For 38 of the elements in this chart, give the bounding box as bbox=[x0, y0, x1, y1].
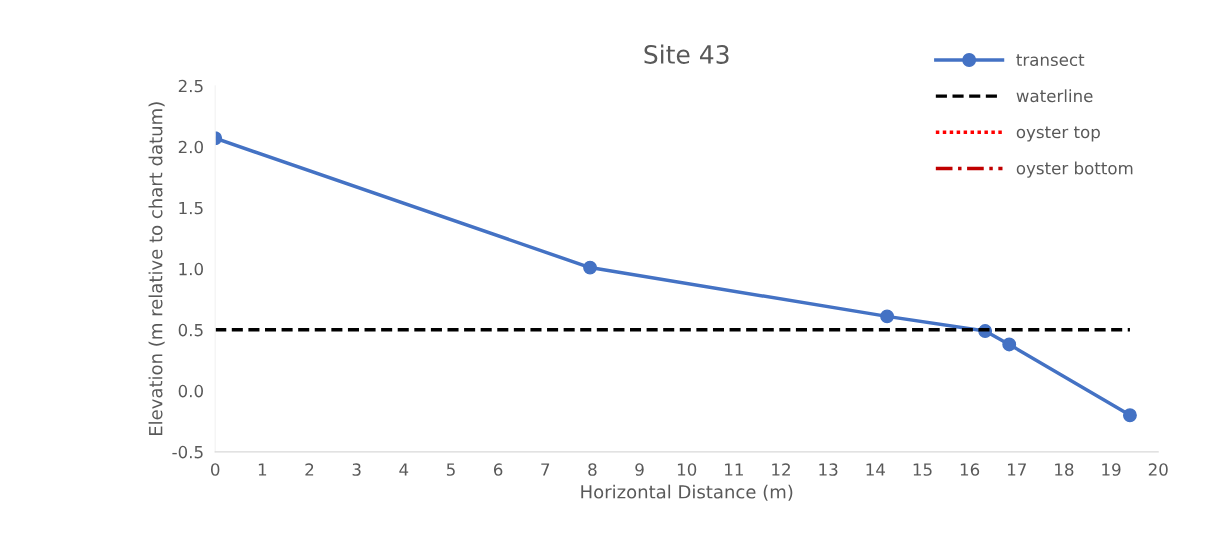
x-tick-label: 2 bbox=[305, 463, 314, 476]
x-tick-label: 3 bbox=[352, 463, 361, 476]
legend-label: waterline bbox=[1016, 89, 1093, 103]
x-tick-label: 6 bbox=[493, 463, 503, 476]
x-tick-label: 18 bbox=[1055, 463, 1074, 476]
x-tick-label: 13 bbox=[819, 463, 838, 476]
x-tick-label: 12 bbox=[772, 463, 790, 476]
y-tick-label: 0.5 bbox=[178, 323, 203, 337]
y-tick-label: 1.0 bbox=[179, 262, 203, 276]
y-tick-label: -0.5 bbox=[172, 445, 203, 459]
x-tick-label: 1 bbox=[258, 463, 267, 476]
x-axis-title: Horizontal Distance (m) bbox=[581, 484, 793, 501]
x-tick-label: 17 bbox=[1008, 463, 1026, 476]
x-tick-label: 16 bbox=[960, 463, 980, 476]
x-tick-label: 19 bbox=[1102, 463, 1121, 476]
y-axis-title: Elevation (m relative to chart datum) bbox=[148, 102, 165, 436]
y-tick-label: 2.5 bbox=[178, 79, 203, 93]
x-tick-label: 5 bbox=[446, 463, 455, 476]
x-tick-label: 7 bbox=[541, 463, 550, 476]
x-tick-label: 11 bbox=[725, 463, 743, 476]
point bbox=[1122, 408, 1137, 423]
legend-label: transect bbox=[1016, 54, 1085, 67]
point bbox=[880, 309, 895, 324]
y-tick-label: 0.0 bbox=[178, 384, 203, 398]
x-tick-label: 10 bbox=[677, 463, 697, 476]
y-tick-label: 2.0 bbox=[178, 140, 203, 154]
legend-label: oyster bottom bbox=[1016, 161, 1133, 178]
y-tick-label: 1.5 bbox=[179, 201, 203, 215]
x-tick-label: 15 bbox=[913, 463, 932, 476]
x-tick-label: 4 bbox=[399, 463, 409, 476]
x-tick-label: 20 bbox=[1148, 463, 1168, 476]
x-tick-label: 9 bbox=[635, 463, 644, 476]
legend-label: oyster top bbox=[1016, 126, 1100, 142]
x-tick-label: 0 bbox=[211, 463, 220, 476]
x-tick-label: 8 bbox=[588, 463, 597, 476]
x-tick-label: 14 bbox=[866, 463, 885, 476]
point bbox=[1002, 337, 1017, 352]
chart-title: Site 43 bbox=[644, 44, 729, 64]
